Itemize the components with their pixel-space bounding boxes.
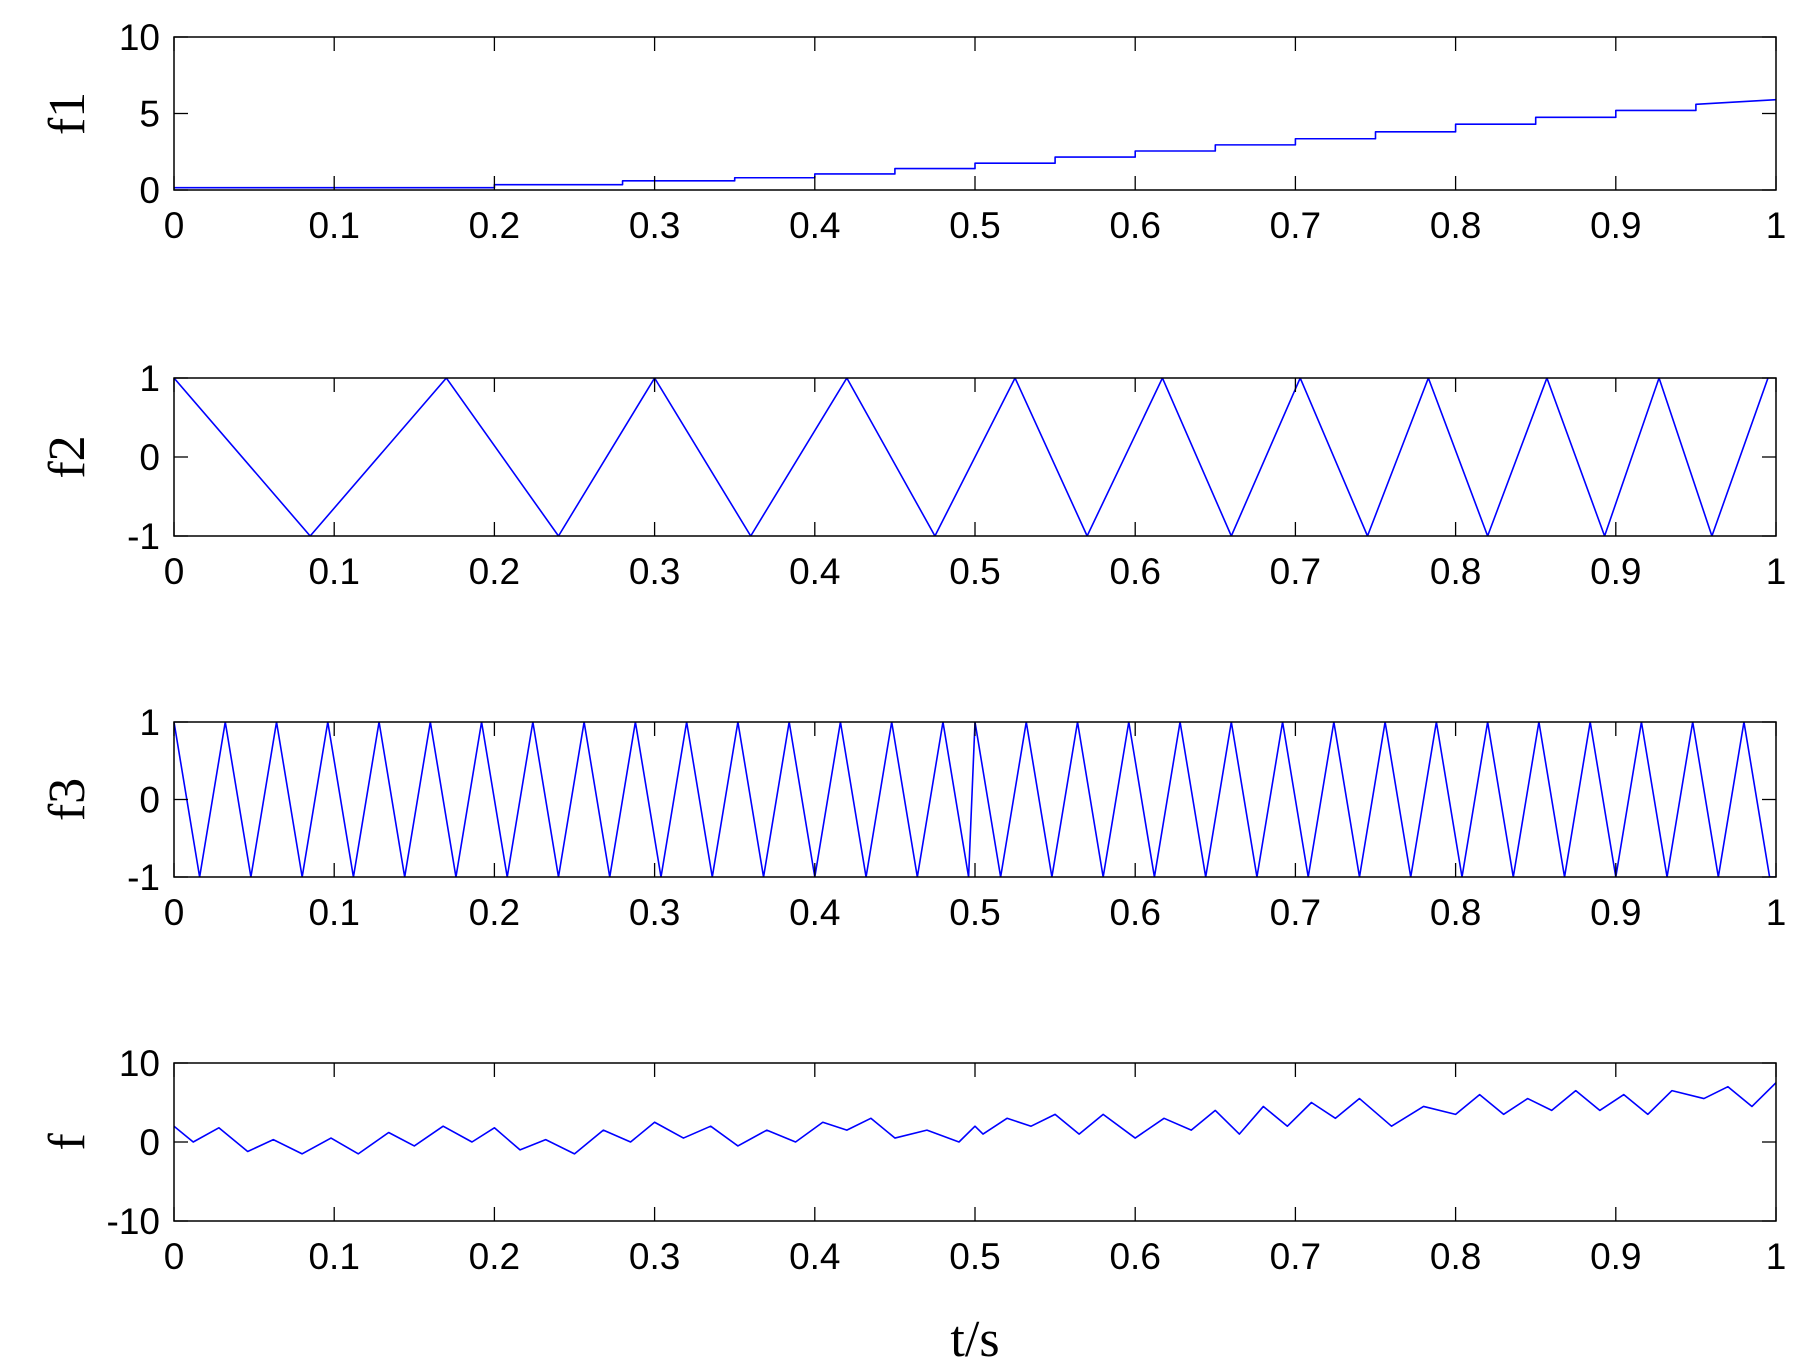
x-tick-label: 0.2 [469, 1236, 520, 1277]
y-axis-label: f2 [39, 435, 96, 478]
y-tick-label: 1 [139, 358, 160, 399]
x-tick-label: 0.7 [1270, 1236, 1321, 1277]
x-tick-label: 0.3 [629, 205, 680, 246]
x-axis-label: t/s [950, 1311, 999, 1361]
x-tick-label: 0.6 [1109, 551, 1160, 592]
x-tick-label: 1 [1766, 205, 1787, 246]
x-tick-label: 0.3 [629, 1236, 680, 1277]
y-tick-label: 5 [139, 94, 160, 135]
x-tick-label: 0.1 [308, 205, 359, 246]
x-tick-label: 0.2 [469, 551, 520, 592]
y-tick-label: -1 [127, 516, 160, 557]
y-tick-label: -1 [127, 857, 160, 898]
x-tick-label: 1 [1766, 551, 1787, 592]
x-tick-label: 0 [164, 205, 185, 246]
x-tick-label: 0.4 [789, 1236, 840, 1277]
x-tick-label: 0.5 [949, 1236, 1000, 1277]
x-tick-label: 0.4 [789, 892, 840, 933]
x-tick-label: 0.7 [1270, 205, 1321, 246]
x-tick-label: 0.1 [308, 892, 359, 933]
x-tick-label: 0.7 [1270, 892, 1321, 933]
x-tick-label: 0.4 [789, 551, 840, 592]
x-tick-label: 0.5 [949, 205, 1000, 246]
x-tick-label: 0.8 [1430, 892, 1481, 933]
x-tick-label: 0.4 [789, 205, 840, 246]
y-tick-label: 10 [119, 1043, 160, 1084]
x-tick-label: 0.5 [949, 551, 1000, 592]
x-tick-label: 0.6 [1109, 892, 1160, 933]
series-line-1 [174, 378, 1769, 536]
x-tick-label: 0.5 [949, 892, 1000, 933]
x-tick-label: 0.7 [1270, 551, 1321, 592]
x-tick-label: 0.6 [1109, 205, 1160, 246]
x-tick-label: 0.8 [1430, 551, 1481, 592]
x-tick-label: 0.9 [1590, 1236, 1641, 1277]
series-line-1 [174, 98, 1776, 189]
x-tick-label: 1 [1766, 1236, 1787, 1277]
x-tick-label: 1 [1766, 892, 1787, 933]
y-tick-label: 0 [139, 1122, 160, 1163]
series-line-1 [174, 722, 1776, 877]
x-tick-label: 0.1 [308, 551, 359, 592]
y-tick-label: -10 [107, 1201, 160, 1242]
y-tick-label: 1 [139, 702, 160, 743]
x-tick-label: 0.8 [1430, 1236, 1481, 1277]
x-tick-label: 0 [164, 1236, 185, 1277]
x-tick-label: 0.9 [1590, 551, 1641, 592]
x-tick-label: 0 [164, 551, 185, 592]
x-tick-label: 0.6 [1109, 1236, 1160, 1277]
x-tick-label: 0.9 [1590, 205, 1641, 246]
x-tick-label: 0.2 [469, 205, 520, 246]
y-axis-label: f1 [39, 92, 96, 135]
y-tick-label: 0 [139, 437, 160, 478]
x-tick-label: 0.3 [629, 551, 680, 592]
y-axis-label: f [39, 1133, 96, 1151]
series-line-1 [174, 1082, 1776, 1155]
y-tick-label: 0 [139, 780, 160, 821]
y-tick-label: 10 [119, 17, 160, 58]
x-tick-label: 0.1 [308, 1236, 359, 1277]
y-axis-label: f3 [39, 778, 96, 821]
x-tick-label: 0.2 [469, 892, 520, 933]
x-tick-label: 0.8 [1430, 205, 1481, 246]
x-tick-label: 0.9 [1590, 892, 1641, 933]
y-tick-label: 0 [139, 170, 160, 211]
x-tick-label: 0.3 [629, 892, 680, 933]
x-tick-label: 0 [164, 892, 185, 933]
